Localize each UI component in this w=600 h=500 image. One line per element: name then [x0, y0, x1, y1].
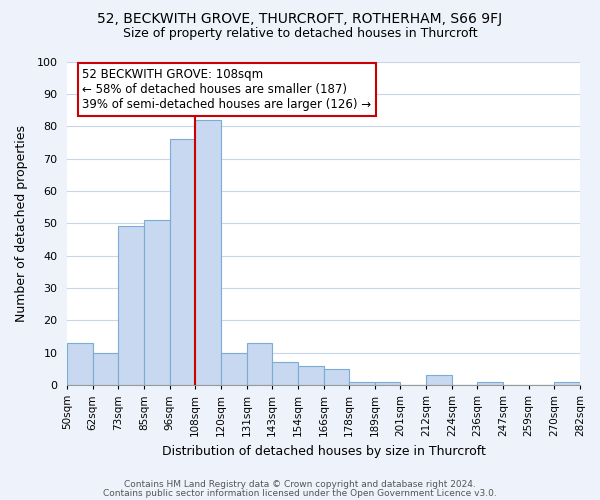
Bar — [554, 382, 580, 385]
Bar — [93, 352, 118, 385]
Bar — [323, 369, 349, 385]
Text: 52 BECKWITH GROVE: 108sqm
← 58% of detached houses are smaller (187)
39% of semi: 52 BECKWITH GROVE: 108sqm ← 58% of detac… — [82, 68, 371, 111]
X-axis label: Distribution of detached houses by size in Thurcroft: Distribution of detached houses by size … — [161, 444, 485, 458]
Bar — [144, 220, 170, 385]
Bar — [247, 343, 272, 385]
Bar — [118, 226, 144, 385]
Bar — [426, 376, 452, 385]
Text: Size of property relative to detached houses in Thurcroft: Size of property relative to detached ho… — [122, 28, 478, 40]
Text: Contains HM Land Registry data © Crown copyright and database right 2024.: Contains HM Land Registry data © Crown c… — [124, 480, 476, 489]
Y-axis label: Number of detached properties: Number of detached properties — [15, 125, 28, 322]
Text: Contains public sector information licensed under the Open Government Licence v3: Contains public sector information licen… — [103, 488, 497, 498]
Bar — [478, 382, 503, 385]
Bar — [375, 382, 400, 385]
Bar — [67, 343, 93, 385]
Bar — [272, 362, 298, 385]
Bar — [298, 366, 323, 385]
Bar — [221, 352, 247, 385]
Text: 52, BECKWITH GROVE, THURCROFT, ROTHERHAM, S66 9FJ: 52, BECKWITH GROVE, THURCROFT, ROTHERHAM… — [97, 12, 503, 26]
Bar — [195, 120, 221, 385]
Bar — [170, 139, 195, 385]
Bar — [349, 382, 375, 385]
